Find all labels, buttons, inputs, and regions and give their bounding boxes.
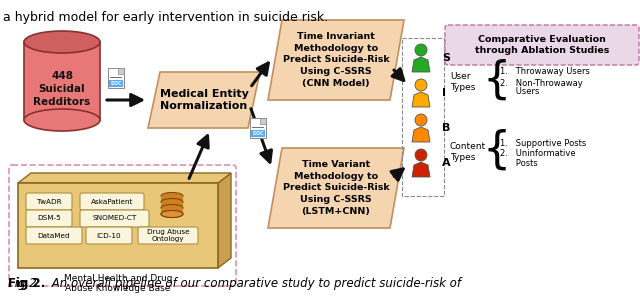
- Text: 1.   Throwaway Users: 1. Throwaway Users: [500, 67, 590, 77]
- Text: Fig 2.: Fig 2.: [8, 277, 45, 290]
- FancyBboxPatch shape: [251, 130, 265, 137]
- FancyBboxPatch shape: [26, 210, 72, 227]
- Text: Content
Types: Content Types: [450, 142, 486, 162]
- Text: 2.   Uninformative: 2. Uninformative: [500, 148, 575, 157]
- FancyBboxPatch shape: [80, 210, 149, 227]
- FancyBboxPatch shape: [24, 42, 100, 120]
- Polygon shape: [18, 173, 231, 183]
- Polygon shape: [118, 68, 124, 74]
- Ellipse shape: [161, 211, 183, 217]
- Text: Comparative Evaluation
through Ablation Studies: Comparative Evaluation through Ablation …: [475, 35, 609, 55]
- Text: Mental Health and Drug
Abuse Knowledge Base: Mental Health and Drug Abuse Knowledge B…: [64, 274, 172, 293]
- Circle shape: [415, 44, 427, 56]
- FancyBboxPatch shape: [80, 193, 144, 210]
- Text: {: {: [482, 59, 510, 102]
- Text: DataMed: DataMed: [38, 233, 70, 238]
- Polygon shape: [260, 118, 266, 124]
- FancyBboxPatch shape: [161, 196, 183, 202]
- Polygon shape: [412, 57, 430, 72]
- Text: Time Variant
Methodology to
Predict Suicide-Risk
Using C-SSRS
(LSTM+CNN): Time Variant Methodology to Predict Suic…: [283, 160, 389, 216]
- Text: DSM-5: DSM-5: [37, 216, 61, 222]
- FancyBboxPatch shape: [138, 227, 198, 244]
- FancyBboxPatch shape: [108, 68, 124, 88]
- Text: AskaPatient: AskaPatient: [91, 198, 133, 205]
- FancyBboxPatch shape: [26, 227, 82, 244]
- Text: Users: Users: [500, 88, 540, 97]
- FancyBboxPatch shape: [250, 118, 266, 138]
- Text: TwADR: TwADR: [36, 198, 61, 205]
- Polygon shape: [268, 148, 404, 228]
- FancyBboxPatch shape: [109, 80, 123, 87]
- FancyBboxPatch shape: [445, 25, 639, 65]
- Text: DOC: DOC: [110, 81, 122, 86]
- Polygon shape: [412, 92, 430, 107]
- Text: I: I: [442, 88, 446, 98]
- Ellipse shape: [24, 31, 100, 53]
- Ellipse shape: [24, 109, 100, 131]
- Circle shape: [415, 79, 427, 91]
- Text: Fig 2.   An overall pipeline of our comparative study to predict suicide-risk of: Fig 2. An overall pipeline of our compar…: [8, 277, 461, 290]
- Text: Medical Entity
Normalization: Medical Entity Normalization: [159, 89, 248, 111]
- FancyBboxPatch shape: [26, 193, 72, 210]
- Ellipse shape: [161, 211, 183, 217]
- Text: SNOMED-CT: SNOMED-CT: [92, 216, 136, 222]
- Polygon shape: [412, 162, 430, 177]
- Text: Posts: Posts: [500, 159, 538, 168]
- Circle shape: [415, 149, 427, 161]
- Text: Time Invariant
Methodology to
Predict Suicide-Risk
Using C-SSRS
(CNN Model): Time Invariant Methodology to Predict Su…: [283, 32, 389, 88]
- Text: 1.   Supportive Posts: 1. Supportive Posts: [500, 138, 586, 148]
- Polygon shape: [268, 20, 404, 100]
- Ellipse shape: [161, 192, 183, 200]
- FancyBboxPatch shape: [161, 208, 183, 214]
- Polygon shape: [218, 173, 231, 268]
- FancyBboxPatch shape: [18, 183, 218, 268]
- Text: a hybrid model for early intervention in suicide risk.: a hybrid model for early intervention in…: [3, 11, 328, 24]
- Ellipse shape: [161, 198, 183, 206]
- Text: 448
Suicidal
Redditors: 448 Suicidal Redditors: [33, 71, 91, 107]
- Circle shape: [415, 114, 427, 126]
- Text: A: A: [442, 158, 451, 168]
- FancyBboxPatch shape: [86, 227, 132, 244]
- Text: 2.   Non-Throwaway: 2. Non-Throwaway: [500, 78, 583, 88]
- Text: B: B: [442, 123, 451, 133]
- FancyBboxPatch shape: [161, 202, 183, 208]
- Polygon shape: [412, 127, 430, 142]
- Polygon shape: [148, 72, 260, 128]
- Text: User
Types: User Types: [450, 72, 476, 92]
- Text: {: {: [482, 129, 510, 171]
- Ellipse shape: [161, 205, 183, 211]
- Text: Drug Abuse
Ontology: Drug Abuse Ontology: [147, 229, 189, 242]
- Text: ICD-10: ICD-10: [97, 233, 122, 238]
- Text: DOC: DOC: [252, 131, 264, 136]
- Text: S: S: [442, 53, 450, 63]
